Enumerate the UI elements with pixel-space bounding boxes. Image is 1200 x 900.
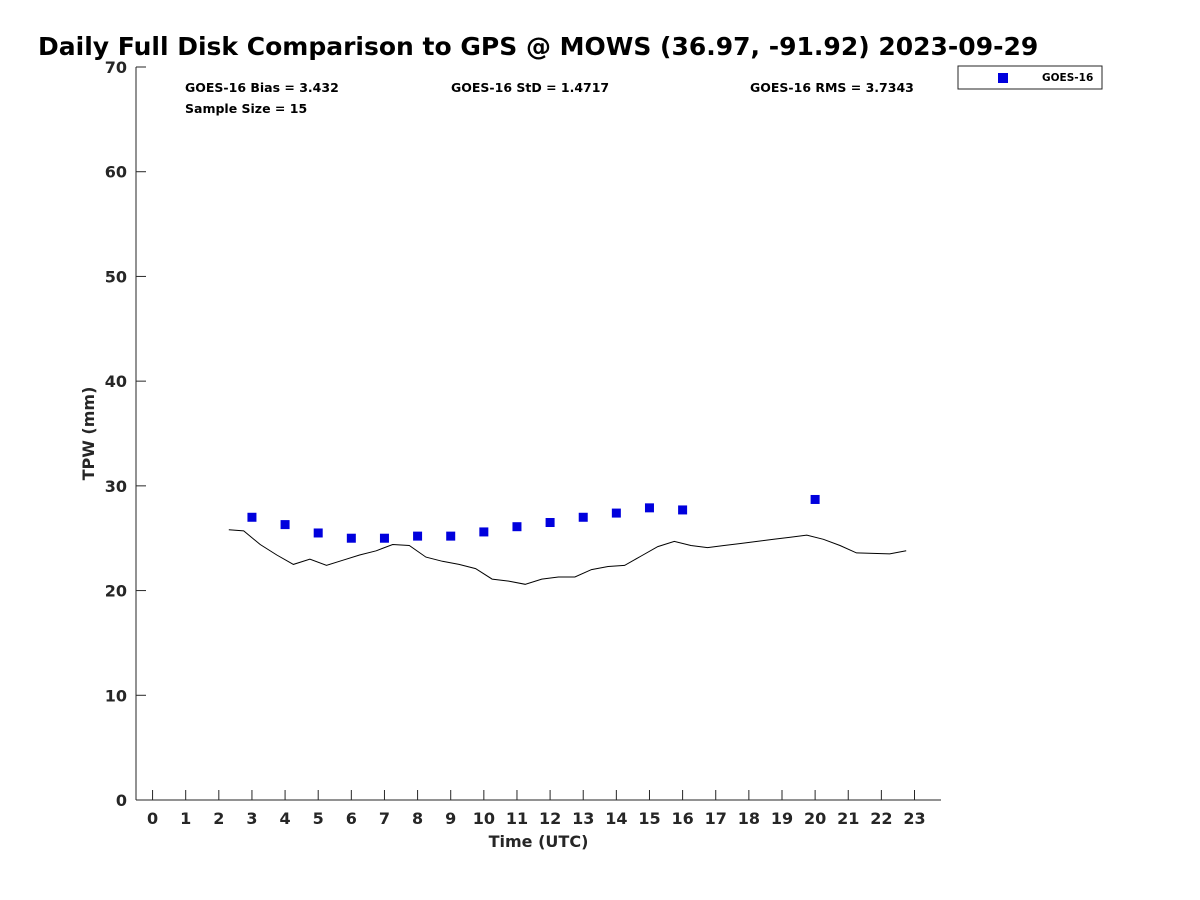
std-stat: GOES-16 StD = 1.4717 (451, 80, 609, 95)
y-tick-label: 40 (105, 372, 127, 391)
goes16-point (644, 503, 654, 513)
goes16-point (678, 505, 688, 515)
goes16-point (446, 531, 456, 541)
sample-size-stat: Sample Size = 15 (185, 101, 307, 116)
y-tick-label: 70 (105, 58, 127, 77)
x-tick-label: 7 (379, 809, 390, 828)
x-tick-label: 12 (539, 809, 561, 828)
gps-line (228, 529, 907, 585)
x-tick-label: 23 (903, 809, 925, 828)
x-tick-label: 0 (147, 809, 158, 828)
x-tick-label: 16 (671, 809, 693, 828)
goes16-point (810, 494, 820, 504)
x-tick-label: 6 (346, 809, 357, 828)
goes16-point (512, 522, 522, 532)
goes16-point (413, 531, 423, 541)
goes16-point (545, 518, 555, 528)
x-tick-label: 13 (572, 809, 594, 828)
y-tick-label: 0 (116, 791, 127, 810)
x-tick-label: 9 (445, 809, 456, 828)
x-tick-label: 10 (473, 809, 495, 828)
x-tick-label: 19 (771, 809, 793, 828)
goes16-point (346, 533, 356, 543)
x-tick-label: 21 (837, 809, 859, 828)
goes16-point (611, 508, 621, 518)
goes16-point (578, 512, 588, 522)
y-ticks: 0 10 20 30 40 50 60 70 (105, 58, 146, 810)
goes16-point (479, 527, 489, 537)
x-tick-label: 18 (738, 809, 760, 828)
y-tick-label: 20 (105, 582, 127, 601)
x-tick-label: 8 (412, 809, 423, 828)
x-tick-label: 4 (280, 809, 291, 828)
x-axis-label: Time (UTC) (489, 832, 589, 851)
goes16-point (247, 512, 257, 522)
legend-box (957, 65, 1103, 90)
goes16-point (313, 528, 323, 538)
y-tick-label: 30 (105, 477, 127, 496)
x-tick-label: 1 (180, 809, 191, 828)
x-tick-label: 17 (705, 809, 727, 828)
goes16-scatter-series (247, 494, 820, 543)
x-tick-label: 3 (246, 809, 257, 828)
x-tick-label: 11 (506, 809, 528, 828)
rms-stat: GOES-16 RMS = 3.7343 (750, 80, 914, 95)
y-tick-label: 10 (105, 686, 127, 705)
x-ticks: 0 1 2 3 4 5 6 7 8 9 10 11 12 13 14 15 16 17 18 19 20 21 22 23 (147, 790, 926, 828)
legend-marker-square (998, 73, 1008, 83)
goes16-point (379, 533, 389, 543)
bias-stat: GOES-16 Bias = 3.432 (185, 80, 339, 95)
goes16-point (280, 520, 290, 530)
y-tick-label: 50 (105, 267, 127, 286)
x-tick-label: 2 (213, 809, 224, 828)
y-tick-label: 60 (105, 163, 127, 182)
x-tick-label: 20 (804, 809, 826, 828)
x-tick-label: 22 (870, 809, 892, 828)
y-axis-label: TPW (mm) (79, 387, 98, 481)
chart-title: Daily Full Disk Comparison to GPS @ MOWS… (38, 32, 1038, 61)
gps-line-series (228, 529, 907, 585)
x-tick-label: 5 (313, 809, 324, 828)
axes (135, 67, 941, 801)
legend: GOES-16 (957, 65, 1103, 90)
x-tick-label: 14 (605, 809, 627, 828)
legend-label-goes16: GOES-16 (1042, 72, 1093, 84)
x-tick-label: 15 (638, 809, 660, 828)
